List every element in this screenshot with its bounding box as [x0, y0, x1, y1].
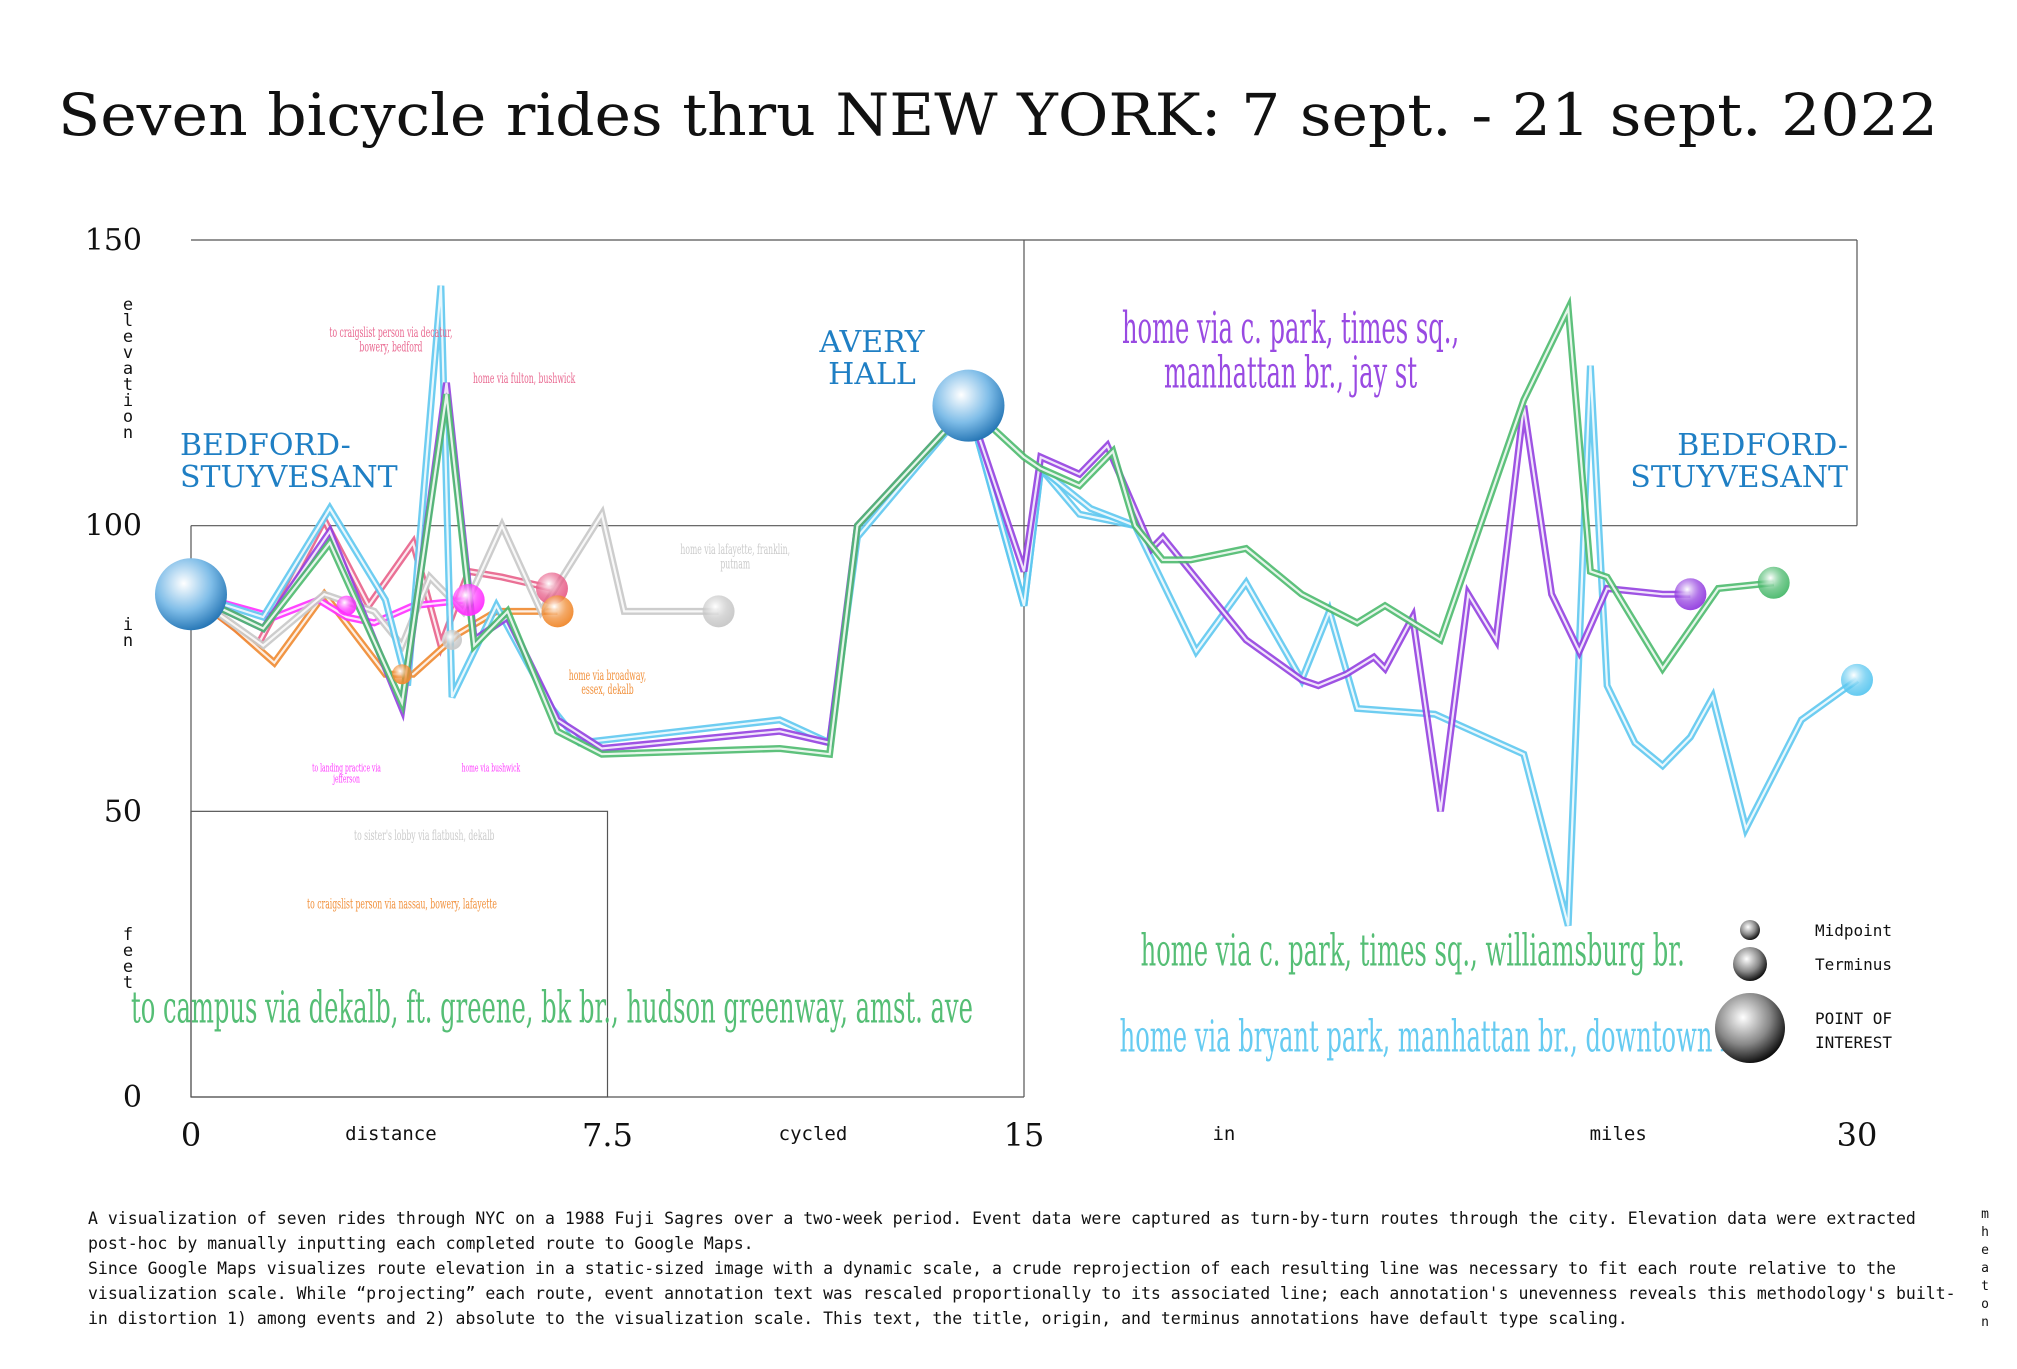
y-tick-label: 0 — [123, 1080, 142, 1115]
route-annotation: home via bushwick — [462, 763, 521, 775]
legend-midpoint-label: Midpoint — [1815, 921, 1892, 940]
terminus-marker — [1674, 578, 1707, 611]
route-annotation: home via c. park, times sq., manhattan br… — [1122, 303, 1459, 399]
x-axis-label-word: distance — [345, 1123, 437, 1145]
legend: Midpoint Terminus POINT OF INTEREST — [1715, 920, 1892, 1063]
note-paragraph-1: A visualization of seven rides through N… — [88, 1209, 1916, 1253]
x-axis-label-word: in — [1212, 1123, 1235, 1145]
axis-labels: 0 50 100 150 0 7.5 15 30 distance cycled in miles e l… — [85, 223, 1878, 1154]
legend-poi-label: POINT OF INTEREST — [1815, 1009, 1892, 1052]
route-annotation: home via bryant park, manhattan br., dow… — [1120, 1012, 1751, 1063]
series-layer — [188, 285, 1860, 927]
midpoint-marker — [392, 664, 413, 685]
methodology-note: A visualization of seven rides through N… — [88, 1206, 1958, 1331]
legend-poi-marker — [1715, 993, 1785, 1063]
x-axis-label-word: cycled — [779, 1123, 848, 1145]
place-label-midpoint: AVERY HALL — [818, 325, 925, 392]
series-line-highlight — [967, 365, 1858, 926]
y-tick-label: 150 — [85, 223, 142, 258]
terminus-marker — [1757, 566, 1790, 599]
place-label-origin: BEDFORD-STUYVESANT — [180, 428, 398, 495]
signature: mheaton — [1981, 1207, 1989, 1330]
marker-layer — [155, 369, 1873, 696]
route-annotation: home via fulton, bushwick — [473, 370, 575, 386]
place-label-layer: BEDFORD-STUYVESANT AVERY HALL BEDFORD-STUYV… — [180, 325, 1848, 495]
route-annotation: to sister's lobby via flatbush, dekalb — [354, 828, 494, 844]
terminus-marker — [541, 595, 574, 628]
series-line-highlight — [190, 304, 1774, 756]
y-tick-label: 100 — [85, 509, 142, 544]
y-tick-label: 50 — [104, 794, 142, 829]
terminus-marker — [702, 595, 735, 628]
route-annotation: to craigslist person via decatur, bowery,… — [329, 325, 452, 355]
legend-midpoint-marker — [1740, 920, 1760, 940]
route-annotation: home via c. park, times sq., williamsbur… — [1141, 926, 1685, 977]
route-annotation: home via lafayette, franklin, putnam — [680, 542, 790, 572]
annotation-layer: to craigslist person via decatur, bowery,… — [131, 303, 1751, 1062]
poi-marker — [155, 558, 227, 631]
route-annotation: to landing practice via jefferson — [312, 763, 381, 787]
terminus-marker — [1841, 663, 1873, 696]
x-tick-label: 7.5 — [582, 1116, 633, 1154]
route-annotation: to craigslist person via nassau, bowery,… — [307, 896, 497, 912]
midpoint-marker — [336, 595, 357, 616]
elevation-chart: Seven bicycle rides thru NEW YORK: 7 sep… — [58, 81, 1938, 1154]
poi-marker — [932, 369, 1005, 442]
x-axis-label-word: miles — [1590, 1123, 1647, 1145]
midpoint-marker — [442, 629, 463, 650]
terminus-marker — [452, 583, 485, 616]
legend-terminus-marker — [1733, 947, 1767, 981]
place-label-terminus: BEDFORD-STUYVESANT — [1630, 428, 1848, 495]
series-line-highlight — [190, 285, 1136, 745]
note-paragraph-2: Since Google Maps visualizes route eleva… — [88, 1259, 1956, 1328]
x-tick-label: 30 — [1837, 1116, 1878, 1154]
x-tick-label: 15 — [1004, 1116, 1045, 1154]
frame-inset-box — [190, 810, 609, 1098]
route-annotation: home via broadway, essex, dekalb — [569, 668, 646, 698]
route-annotation: to campus via dekalb, ft. greene, bk br.… — [131, 983, 973, 1034]
x-tick-label: 0 — [181, 1116, 201, 1154]
chart-title: Seven bicycle rides thru NEW YORK: 7 sep… — [58, 81, 1938, 149]
legend-terminus-label: Terminus — [1815, 955, 1892, 974]
